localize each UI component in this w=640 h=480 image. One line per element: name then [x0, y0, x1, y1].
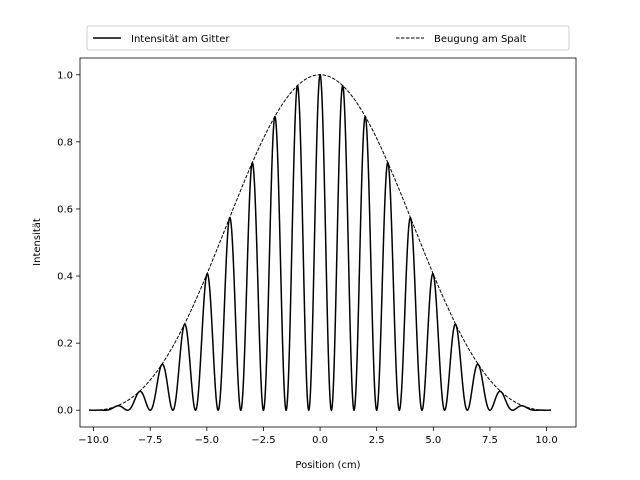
x-axis-label: Position (cm) — [295, 460, 360, 471]
x-tick-label: 5.0 — [425, 435, 441, 446]
plot-frame — [79, 57, 577, 428]
series-layer — [89, 73, 552, 412]
y-axis-label: Intensität — [32, 218, 43, 266]
legend: Intensität am Gitter Beugung am Spalt — [86, 25, 570, 51]
x-tick-label: −7.5 — [138, 435, 162, 446]
y-tick-label: 0.2 — [57, 339, 73, 350]
legend-label-slit: Beugung am Spalt — [434, 34, 527, 45]
x-tick-label: 10.0 — [535, 435, 557, 446]
legend-box — [86, 25, 570, 51]
x-tick-label: −2.5 — [251, 435, 275, 446]
x-axis: −10.0 −7.5 −5.0 −2.5 0.0 2.5 5.0 7.5 10.0 — [78, 427, 558, 446]
x-tick-label: −10.0 — [78, 435, 109, 446]
x-tick-label: −5.0 — [195, 435, 219, 446]
y-tick-label: 0.0 — [57, 406, 73, 417]
y-tick-label: 0.6 — [57, 204, 73, 215]
y-tick-label: 0.8 — [57, 137, 73, 148]
x-tick-label: 7.5 — [482, 435, 498, 446]
x-tick-label: 0.0 — [312, 435, 328, 446]
y-tick-label: 1.0 — [57, 70, 73, 81]
series-line-slit — [89, 74, 552, 411]
legend-label-grating: Intensität am Gitter — [131, 34, 230, 45]
x-tick-label: 2.5 — [369, 435, 385, 446]
y-tick-label: 0.4 — [57, 272, 73, 283]
y-axis: 0.0 0.2 0.4 0.6 0.8 1.0 — [57, 70, 80, 417]
